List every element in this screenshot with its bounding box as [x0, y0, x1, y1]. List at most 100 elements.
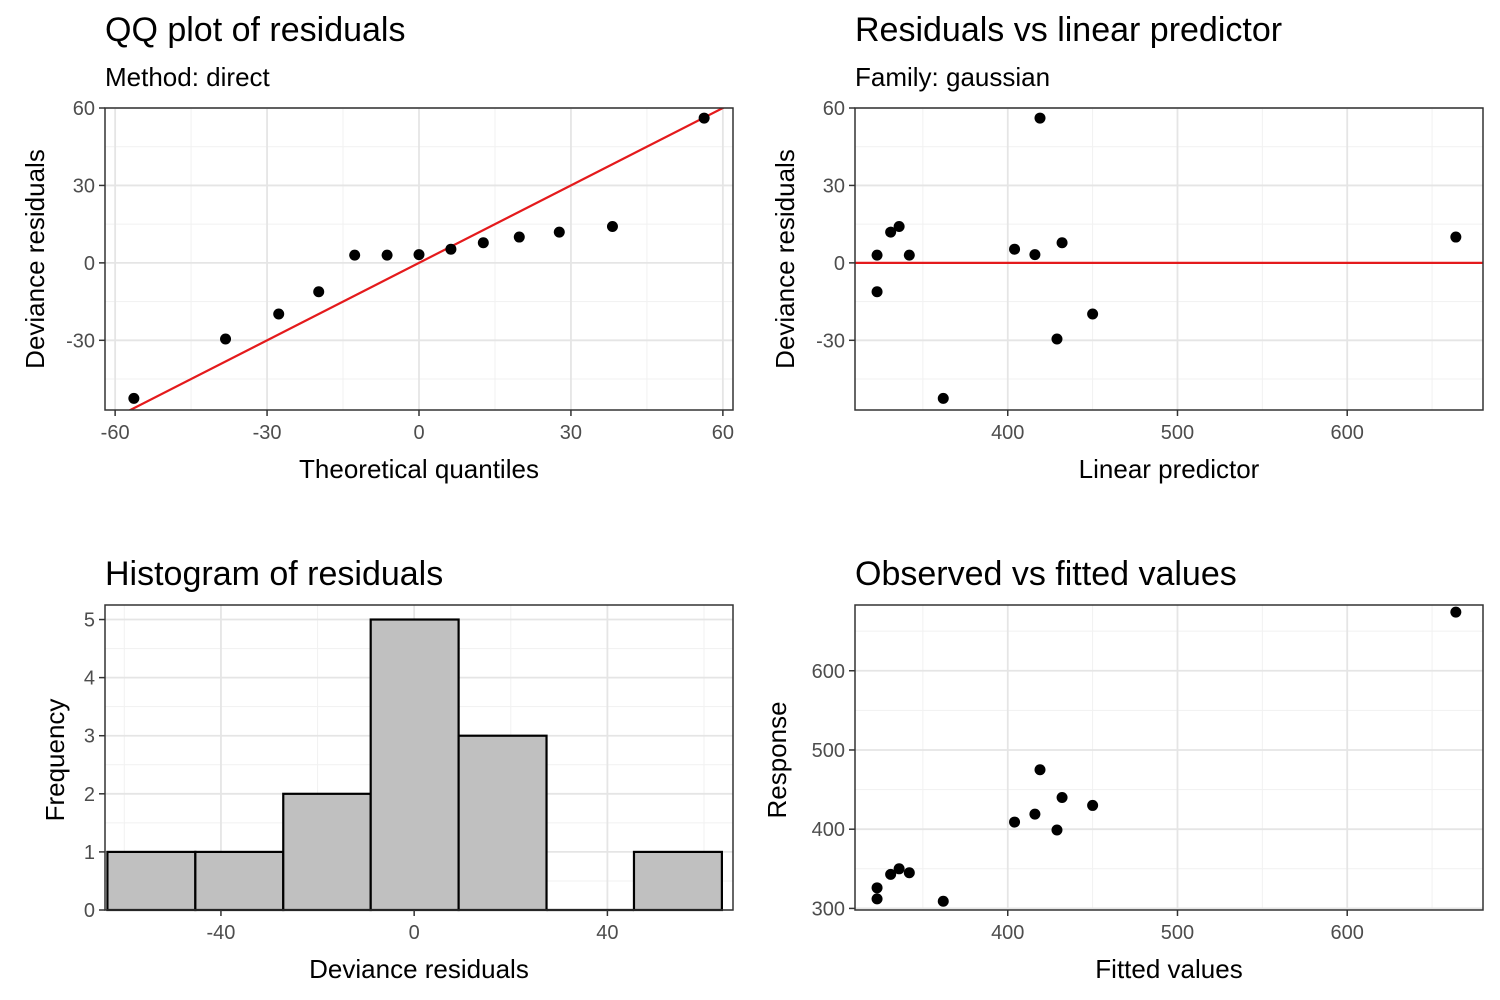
panel-observed-vs-fitted: Observed vs fitted values 400 500 60030040… — [762, 555, 1484, 984]
rvp-data-point — [1087, 308, 1099, 320]
ovf-y-tick-label: 600 — [812, 661, 845, 683]
rvp-data-point — [903, 249, 915, 261]
hist-x-axis-label: Deviance residuals — [309, 954, 529, 984]
ovf-axes: 400 500 600 300 400 500 600 — [812, 661, 1364, 944]
qq-x-tick-label: 60 — [712, 422, 734, 444]
ovf-x-tick-label: 600 — [1331, 922, 1364, 944]
rvp-data-point — [1009, 243, 1021, 255]
rvp-data-point — [1450, 231, 1462, 243]
hist-x-tick-label: 0 — [409, 922, 420, 944]
ovf-title: Observed vs fitted values — [855, 555, 1237, 593]
hist-y-tick-label: 3 — [84, 726, 95, 748]
hist-y-tick-label: 1 — [84, 842, 95, 864]
hist-bar — [194, 850, 285, 912]
qq-data-point — [220, 333, 232, 345]
qq-refline-layer — [127, 108, 726, 410]
rvp-x-axis-label: Linear predictor — [1079, 454, 1260, 484]
hist-axes: -40 0 40 0 1 2 3 4 5 — [84, 610, 619, 944]
hist-x-tick-label: -40 — [206, 922, 235, 944]
rvp-points — [871, 112, 1462, 404]
rvp-title: Residuals vs linear predictor — [855, 11, 1282, 49]
rvp-data-point — [893, 220, 905, 232]
qq-title: QQ plot of residuals — [105, 11, 405, 49]
qq-data-point — [349, 249, 361, 261]
ovf-y-axis-label: Response — [762, 701, 792, 818]
rvp-data-point — [1051, 333, 1063, 345]
qq-data-point — [606, 220, 618, 232]
rvp-data-point — [1029, 249, 1041, 261]
rvp-y-tick-label: 60 — [823, 98, 845, 120]
ovf-y-tick-label: 300 — [812, 898, 845, 920]
qq-data-point — [313, 286, 325, 298]
hist-bar — [106, 850, 197, 912]
qq-y-tick-label: 0 — [84, 253, 95, 275]
ovf-data-point — [1087, 799, 1099, 811]
rvp-data-point — [885, 226, 897, 238]
ovf-data-point — [885, 868, 897, 880]
ovf-x-tick-label: 500 — [1161, 922, 1194, 944]
rvp-x-tick-label: 600 — [1331, 422, 1364, 444]
qq-data-point — [445, 243, 457, 255]
ovf-data-point — [1034, 764, 1046, 776]
hist-y-axis-label: Frequency — [40, 699, 70, 822]
qq-data-point — [698, 112, 710, 124]
qq-reference-line — [127, 108, 726, 410]
qq-x-tick-label: 0 — [413, 422, 424, 444]
ovf-panel-border — [854, 604, 1484, 911]
panel-residuals-vs-predictor: Residuals vs linear predictor Family: ga… — [770, 11, 1484, 484]
qq-data-point — [273, 308, 285, 320]
hist-bar — [282, 792, 372, 912]
hist-y-tick-label: 4 — [84, 668, 95, 690]
rvp-y-tick-label: 30 — [823, 175, 845, 197]
qq-axes: -60 -30 0 30 60 -30 0 30 60 — [66, 98, 734, 444]
rvp-data-point — [1034, 112, 1046, 124]
ovf-data-point — [903, 867, 915, 879]
hist-y-tick-label: 5 — [84, 610, 95, 632]
ovf-data-point — [937, 895, 949, 907]
hist-panel-border — [104, 604, 734, 911]
qq-y-tick-label: 30 — [73, 175, 95, 197]
ovf-data-point — [1029, 808, 1041, 820]
rvp-data-point — [1056, 237, 1068, 249]
qq-x-axis-label: Theoretical quantiles — [299, 454, 539, 484]
rvp-y-tick-label: -30 — [816, 330, 845, 352]
hist-y-tick-label: 0 — [84, 900, 95, 922]
ovf-data-point — [1009, 816, 1021, 828]
rvp-panel-border — [854, 107, 1484, 411]
rvp-x-tick-label: 500 — [1161, 422, 1194, 444]
qq-data-point — [477, 237, 489, 249]
qq-subtitle: Method: direct — [105, 62, 271, 92]
rvp-x-tick-label: 400 — [991, 422, 1024, 444]
ovf-y-tick-label: 500 — [812, 740, 845, 762]
qq-data-point — [513, 231, 525, 243]
qq-data-point — [381, 249, 393, 261]
qq-data-point — [128, 392, 140, 404]
hist-bar — [632, 850, 723, 912]
ovf-x-tick-label: 400 — [991, 922, 1024, 944]
ovf-data-point — [871, 893, 883, 905]
qq-x-tick-label: -60 — [101, 422, 130, 444]
hist-title: Histogram of residuals — [105, 555, 443, 593]
rvp-axes: 400 500 600 -30 0 30 60 — [816, 98, 1364, 444]
ovf-data-point — [893, 863, 905, 875]
qq-data-point — [413, 249, 425, 261]
qq-y-tick-label: -30 — [66, 330, 95, 352]
panel-qq-plot: QQ plot of residuals Method: direct -60-… — [20, 11, 734, 484]
rvp-data-point — [937, 392, 949, 404]
rvp-subtitle: Family: gaussian — [855, 62, 1050, 92]
ovf-data-point — [1051, 824, 1063, 836]
ovf-data-point — [1056, 792, 1068, 804]
hist-bar — [369, 618, 460, 912]
qq-x-tick-label: -30 — [253, 422, 282, 444]
ovf-points — [871, 606, 1462, 907]
qq-x-tick-label: 30 — [560, 422, 582, 444]
ovf-data-point — [1450, 606, 1462, 618]
qq-points — [128, 112, 710, 404]
rvp-data-point — [871, 286, 883, 298]
hist-bars — [106, 618, 723, 912]
hist-x-tick-label: 40 — [596, 922, 618, 944]
qq-y-tick-label: 60 — [73, 98, 95, 120]
ovf-grid — [855, 605, 1483, 910]
